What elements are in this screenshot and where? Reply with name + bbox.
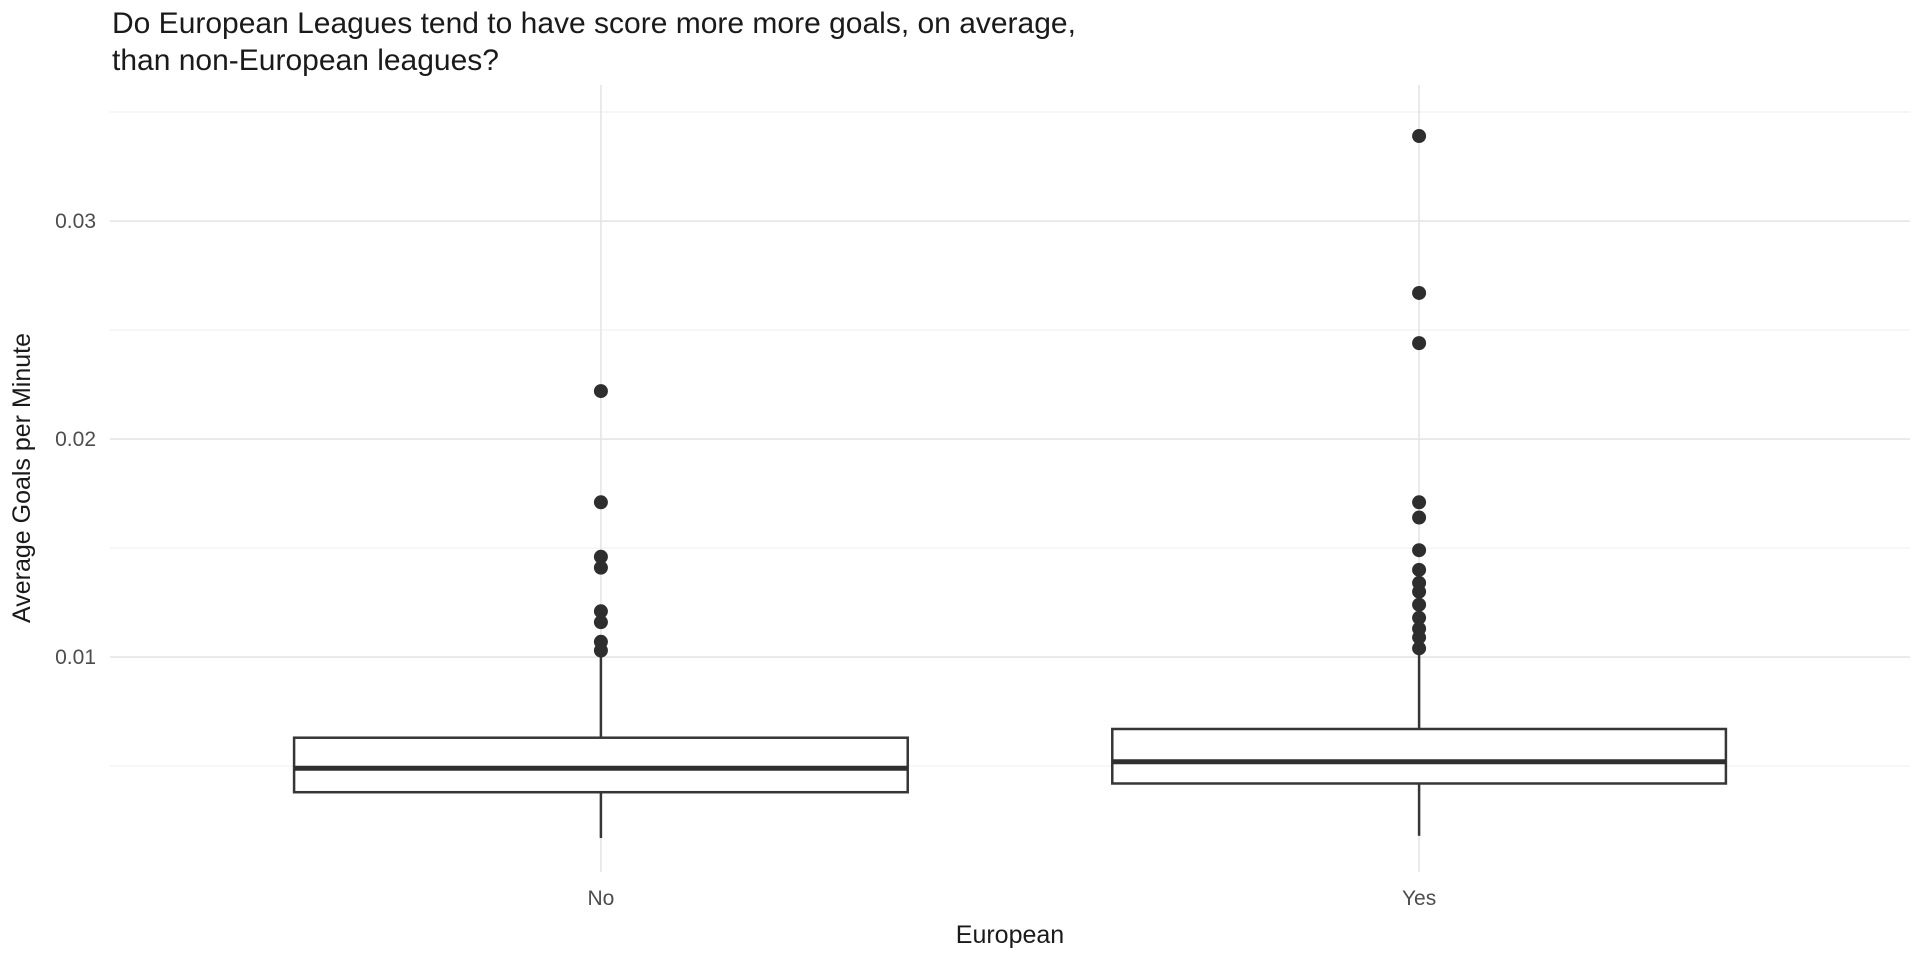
chart-title-line2: than non-European leagues? <box>112 44 499 77</box>
iqr-box <box>1111 727 1728 785</box>
outlier-dot <box>1412 510 1427 525</box>
x-axis-title: European <box>956 921 1064 949</box>
outlier-dot <box>1412 543 1427 558</box>
y-tick-label: 0.03 <box>55 210 96 233</box>
outlier-dot <box>593 615 608 630</box>
outlier-dot <box>1412 129 1427 144</box>
gridlines <box>110 85 1910 872</box>
outlier-dot <box>1412 610 1427 625</box>
outlier-dot <box>593 604 608 619</box>
outlier-dot <box>593 495 608 510</box>
outlier-dot <box>593 643 608 658</box>
outlier-dot <box>1412 495 1427 510</box>
boxplots <box>292 129 1728 838</box>
x-tick-label: Yes <box>1402 887 1436 910</box>
outlier-dot <box>593 560 608 575</box>
axis-tick-labels: 0.01 0.02 0.03 No Yes <box>55 210 1436 910</box>
outlier-dot <box>593 549 608 564</box>
outlier-dot <box>1412 597 1427 612</box>
x-tick-label: No <box>587 887 614 910</box>
outlier-dot <box>1412 584 1427 599</box>
boxplot-yes <box>1111 129 1728 836</box>
y-tick-label: 0.02 <box>55 428 96 451</box>
outlier-dot <box>1412 630 1427 645</box>
chart-title-line1: Do European Leagues tend to have score m… <box>112 7 1076 40</box>
outlier-dot <box>1412 285 1427 300</box>
y-tick-label: 0.01 <box>55 646 96 669</box>
outlier-dot <box>1412 336 1427 351</box>
iqr-box <box>292 736 909 794</box>
y-axis-title: Average Goals per Minute <box>8 333 36 623</box>
outlier-dot <box>593 384 608 399</box>
boxplot-no <box>292 384 909 838</box>
outlier-dot <box>1412 641 1427 656</box>
outlier-dot <box>1412 562 1427 577</box>
